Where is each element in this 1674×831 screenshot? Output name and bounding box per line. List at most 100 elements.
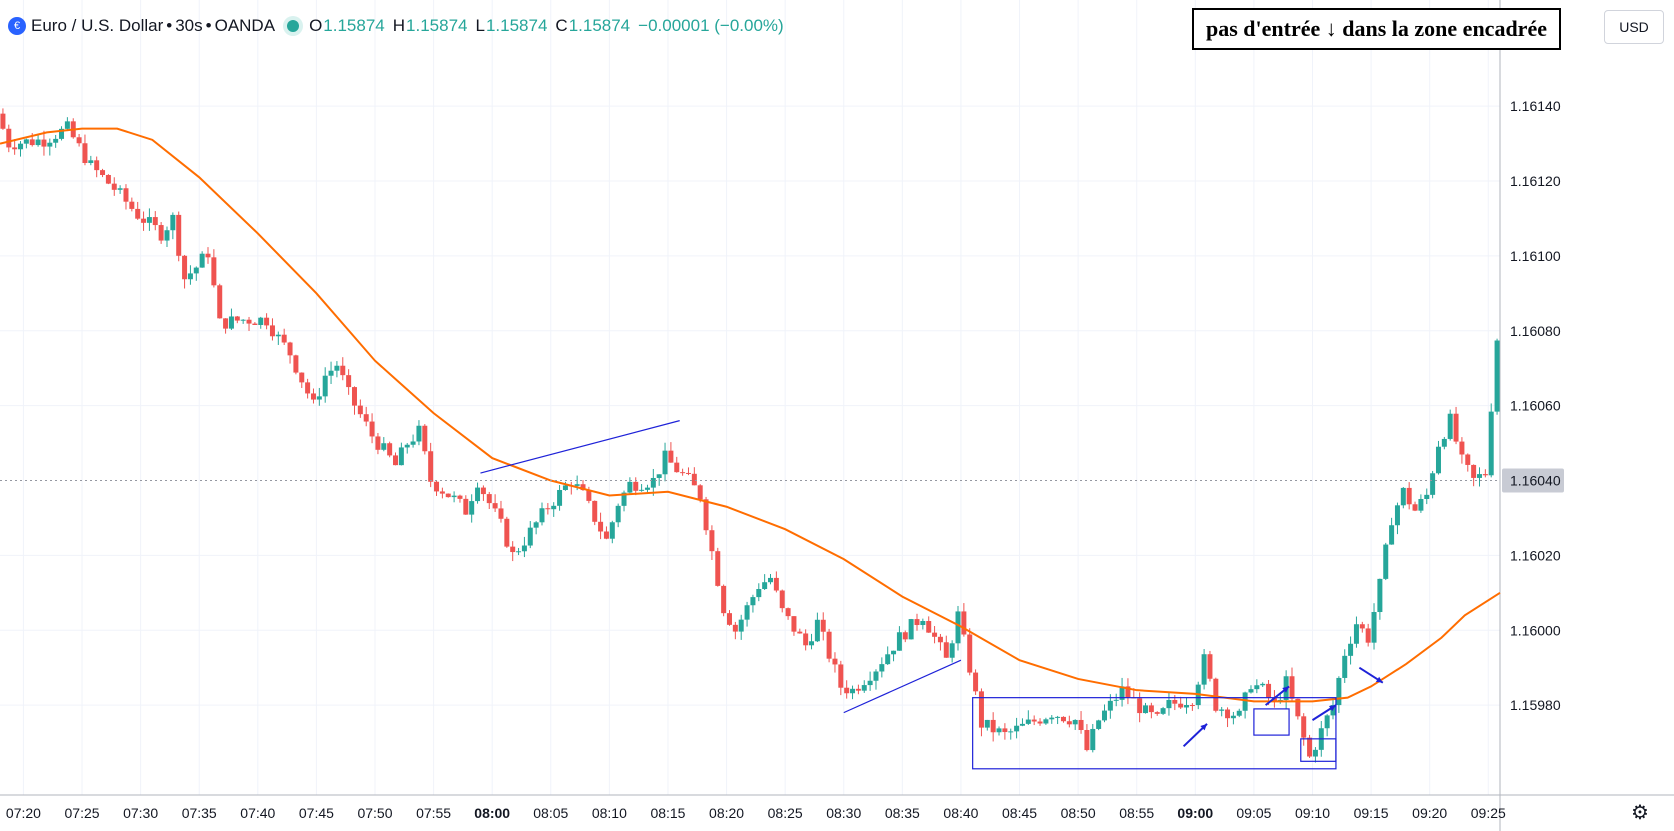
candle-body [451,495,457,498]
zone-rectangle [972,697,1337,770]
candle-body [791,616,797,632]
candle-body [269,325,275,337]
y-tick-label: 1.16060 [1510,398,1561,414]
candle-body [223,318,229,329]
candle-body [1090,728,1096,751]
x-tick-label: 08:50 [1061,805,1096,821]
x-tick-label: 08:05 [533,805,568,821]
settings-gear-icon[interactable]: ⚙ [1631,801,1649,824]
candle-body [469,501,475,515]
candle-body [357,405,363,415]
candle-body [305,382,311,394]
candle-body [410,441,416,445]
y-tick-label: 1.15980 [1510,697,1561,713]
candle-body [1365,628,1371,643]
x-tick-label: 07:35 [182,805,217,821]
candle-body [76,137,82,144]
zone-rectangle [1253,708,1290,736]
candle-body [644,487,650,490]
candle-body [29,139,35,146]
candle-body [1424,494,1430,499]
candle-body [715,551,721,586]
ohlc-high-value: 1.15874 [406,16,468,35]
x-tick-label: 09:25 [1471,805,1506,821]
x-tick-label: 07:55 [416,805,451,821]
x-tick-label: 07:50 [357,805,392,821]
candle-body [1494,340,1500,412]
candle-body [480,487,486,495]
candle-body [328,370,334,376]
candle-body [422,425,428,452]
exchange: OANDA [214,16,276,35]
ohlc-low-key: L [475,16,485,35]
candle-body [1418,498,1424,511]
candle-body [504,518,510,547]
candle-body [1096,720,1102,729]
candle-body [615,505,621,523]
ohlc-close-key: C [555,16,568,35]
ohlc-open-value: 1.15874 [323,16,385,35]
candle-body [1025,719,1031,724]
candle-body [1101,710,1107,721]
x-tick-label: 09:20 [1412,805,1447,821]
candle-body [486,494,492,504]
candle-body [1107,700,1113,711]
candle-body [393,455,399,466]
candle-body [557,489,563,506]
candle-body [1230,715,1236,719]
trendline [843,659,962,714]
candle-body [697,485,703,500]
candle-body [1055,716,1061,718]
y-tick-label: 1.16140 [1510,98,1561,114]
candle-body [633,481,639,491]
candle-body [674,462,680,473]
candle-body [123,188,129,202]
candle-body [598,521,604,532]
candle-body [820,619,826,632]
candle-body [1330,705,1336,716]
currency-button[interactable]: USD [1604,10,1664,44]
candle-body [1254,685,1260,690]
candle-body [1289,676,1295,699]
candle-body [88,160,94,163]
candle-body [240,319,246,321]
candle-body [738,619,744,632]
candle-body [756,589,762,598]
candle-body [199,253,205,268]
current-price-badge [1502,468,1564,493]
candle-body [1435,446,1441,474]
x-tick-label: 08:40 [943,805,978,821]
x-tick-label: 08:20 [709,805,744,821]
candle-body [1014,725,1020,732]
candle-body [351,387,357,406]
candle-body [1301,716,1307,738]
candle-body [838,664,844,688]
x-tick-label: 09:05 [1236,805,1271,821]
candle-body [404,444,410,448]
interval[interactable]: 30s [175,16,203,35]
candle-body [498,508,504,519]
candle-body [873,671,879,681]
candle-body [158,225,164,241]
candle-body [996,728,1002,733]
candle-body [281,334,287,343]
y-tick-label: 1.16000 [1510,622,1561,638]
candle-body [1078,719,1084,731]
candle-body [12,147,18,150]
candle-body [1219,709,1225,711]
candle-body [809,641,815,646]
candle-body [580,484,586,491]
candle-body [967,634,973,673]
candle-body [1172,699,1178,704]
candle-body [246,319,252,324]
symbol-name[interactable]: Euro / U.S. Dollar [31,16,164,35]
candle-body [369,421,375,437]
arrow-head [1282,686,1290,693]
candle-body [855,688,861,691]
candle-body [18,143,24,150]
candle-body [1113,699,1119,701]
candle-body [111,183,117,190]
candle-body [744,605,750,620]
annotation-note[interactable]: pas d'entrée ↓ dans la zone encadrée [1192,8,1561,50]
